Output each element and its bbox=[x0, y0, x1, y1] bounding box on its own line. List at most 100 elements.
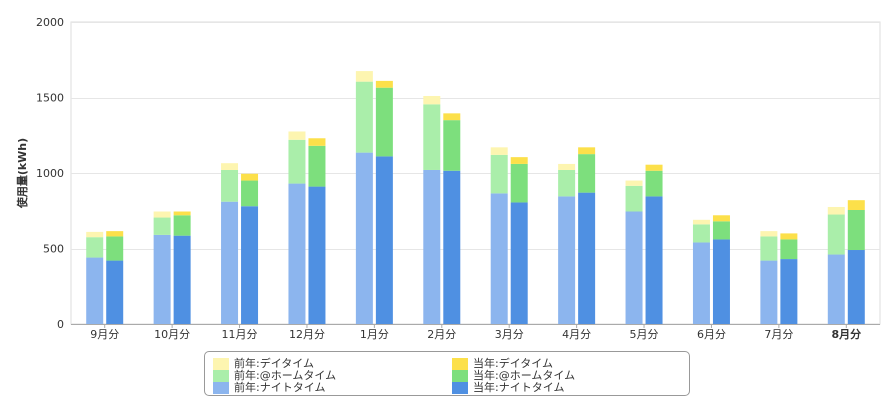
bar-segment-previous-0 bbox=[827, 254, 845, 324]
bar-segment-current-2 bbox=[106, 231, 124, 237]
bar-segment-current-2 bbox=[510, 157, 528, 164]
x-tick-label: 5月分 bbox=[630, 328, 659, 341]
bar-segment-current-1 bbox=[173, 215, 191, 236]
bar-segment-previous-0 bbox=[760, 260, 778, 324]
bar-segment-previous-0 bbox=[355, 152, 373, 324]
bar-segment-current-0 bbox=[712, 239, 730, 324]
legend-label: 前年:@ホームタイム bbox=[234, 369, 337, 382]
legend-label: 当年:@ホームタイム bbox=[473, 369, 576, 382]
legend-swatch bbox=[452, 370, 468, 382]
bar-segment-previous-0 bbox=[288, 183, 306, 324]
bar-segment-current-0 bbox=[847, 250, 865, 324]
bar-segment-current-0 bbox=[173, 235, 191, 324]
bar-segment-current-1 bbox=[241, 180, 259, 207]
y-tick-label: 1000 bbox=[36, 167, 64, 180]
bar-segment-previous-1 bbox=[423, 104, 441, 170]
bar-segment-previous-2 bbox=[760, 231, 778, 237]
legend-item: 前年:@ホームタイム bbox=[213, 370, 336, 382]
bar-segment-previous-2 bbox=[625, 180, 643, 186]
bar-segment-previous-2 bbox=[423, 95, 441, 105]
bar-segment-previous-1 bbox=[221, 169, 239, 202]
bar-segment-current-2 bbox=[712, 215, 730, 222]
bar-segment-previous-0 bbox=[558, 196, 576, 324]
bar-segment-previous-0 bbox=[625, 211, 643, 324]
legend-swatch bbox=[213, 370, 229, 382]
bar-segment-previous-0 bbox=[423, 169, 441, 324]
legend-label: 当年:ナイトタイム bbox=[473, 381, 565, 394]
legend-item: 当年:デイタイム bbox=[452, 358, 553, 370]
bar-segment-current-2 bbox=[780, 233, 798, 240]
bar-segment-previous-2 bbox=[86, 231, 104, 238]
x-tick-label: 3月分 bbox=[495, 328, 524, 341]
y-axis-ticks: 0 500 1000 1500 2000 bbox=[36, 16, 64, 331]
bar-segment-previous-1 bbox=[86, 237, 104, 258]
bar-segment-previous-2 bbox=[692, 219, 710, 225]
x-tick-label: 12月分 bbox=[289, 328, 325, 341]
bar-segment-previous-2 bbox=[153, 211, 171, 218]
bar-segment-previous-1 bbox=[760, 236, 778, 261]
bar-segment-current-2 bbox=[578, 147, 596, 155]
bar-segment-current-0 bbox=[106, 260, 124, 324]
bar-segment-current-0 bbox=[645, 196, 663, 324]
legend-swatch bbox=[452, 382, 468, 394]
y-tick-label: 1500 bbox=[36, 92, 64, 105]
legend-swatch bbox=[213, 382, 229, 394]
y-tick-label: 0 bbox=[57, 318, 64, 331]
x-tick-label: 10月分 bbox=[154, 328, 190, 341]
legend-label: 前年:デイタイム bbox=[234, 357, 315, 370]
legend-item: 前年:デイタイム bbox=[213, 358, 314, 370]
bar-segment-current-0 bbox=[578, 192, 596, 324]
legend-swatch bbox=[452, 358, 468, 370]
legend-swatch bbox=[213, 358, 229, 370]
bar-segment-current-0 bbox=[241, 206, 259, 324]
bar-segment-current-0 bbox=[443, 170, 461, 324]
bar-segment-current-2 bbox=[241, 173, 259, 181]
bar-segment-current-1 bbox=[780, 239, 798, 260]
bar-segment-previous-1 bbox=[355, 81, 373, 153]
bar-segment-previous-1 bbox=[153, 217, 171, 235]
legend-item: 前年:ナイトタイム bbox=[213, 382, 326, 394]
bar-segment-previous-1 bbox=[490, 154, 508, 194]
bar-segment-current-0 bbox=[510, 202, 528, 324]
legend: 前年:デイタイム 前年:@ホームタイム 前年:ナイトタイム 当年:デイタイム 当… bbox=[204, 351, 690, 396]
bar-segment-current-2 bbox=[443, 113, 461, 121]
x-tick-label: 7月分 bbox=[764, 328, 793, 341]
y-axis-label: 使用量(kWh) bbox=[15, 138, 29, 209]
bar-segment-previous-0 bbox=[153, 234, 171, 324]
y-tick-label: 500 bbox=[43, 243, 64, 256]
x-tick-label: 4月分 bbox=[562, 328, 591, 341]
legend-item: 当年:@ホームタイム bbox=[452, 370, 575, 382]
bar-segment-previous-2 bbox=[288, 131, 306, 140]
legend-label: 前年:ナイトタイム bbox=[234, 381, 326, 394]
bar-segment-current-1 bbox=[578, 154, 596, 193]
x-tick-label: 9月分 bbox=[90, 328, 119, 341]
bar-segment-current-2 bbox=[173, 211, 191, 216]
bar-segment-previous-1 bbox=[827, 214, 845, 255]
bar-segment-current-1 bbox=[847, 209, 865, 251]
x-tick-label: 11月分 bbox=[222, 328, 258, 341]
y-tick-label: 2000 bbox=[36, 16, 64, 29]
bar-segment-current-0 bbox=[375, 156, 393, 324]
bar-segment-previous-2 bbox=[558, 163, 576, 170]
bar-segment-previous-2 bbox=[827, 206, 845, 215]
x-tick-label: 1月分 bbox=[360, 328, 389, 341]
legend-item: 当年:ナイトタイム bbox=[452, 382, 565, 394]
bar-segment-current-1 bbox=[375, 87, 393, 157]
bar-segment-previous-0 bbox=[221, 201, 239, 324]
bar-segment-previous-1 bbox=[288, 139, 306, 184]
x-tick-label: 2月分 bbox=[427, 328, 456, 341]
bar-segment-previous-1 bbox=[625, 185, 643, 212]
bar-segment-previous-1 bbox=[558, 169, 576, 197]
bar-segment-current-2 bbox=[375, 80, 393, 88]
bar-segment-current-1 bbox=[510, 163, 528, 203]
bars bbox=[86, 71, 865, 324]
bar-segment-current-0 bbox=[780, 259, 798, 324]
bar-segment-previous-0 bbox=[86, 257, 104, 324]
bar-segment-previous-0 bbox=[692, 242, 710, 324]
bar-segment-previous-2 bbox=[490, 147, 508, 155]
bar-segment-previous-1 bbox=[692, 224, 710, 243]
gridlines bbox=[71, 22, 880, 250]
bar-segment-current-0 bbox=[308, 186, 326, 324]
bar-segment-current-2 bbox=[847, 200, 865, 210]
bar-segment-current-2 bbox=[645, 164, 663, 171]
